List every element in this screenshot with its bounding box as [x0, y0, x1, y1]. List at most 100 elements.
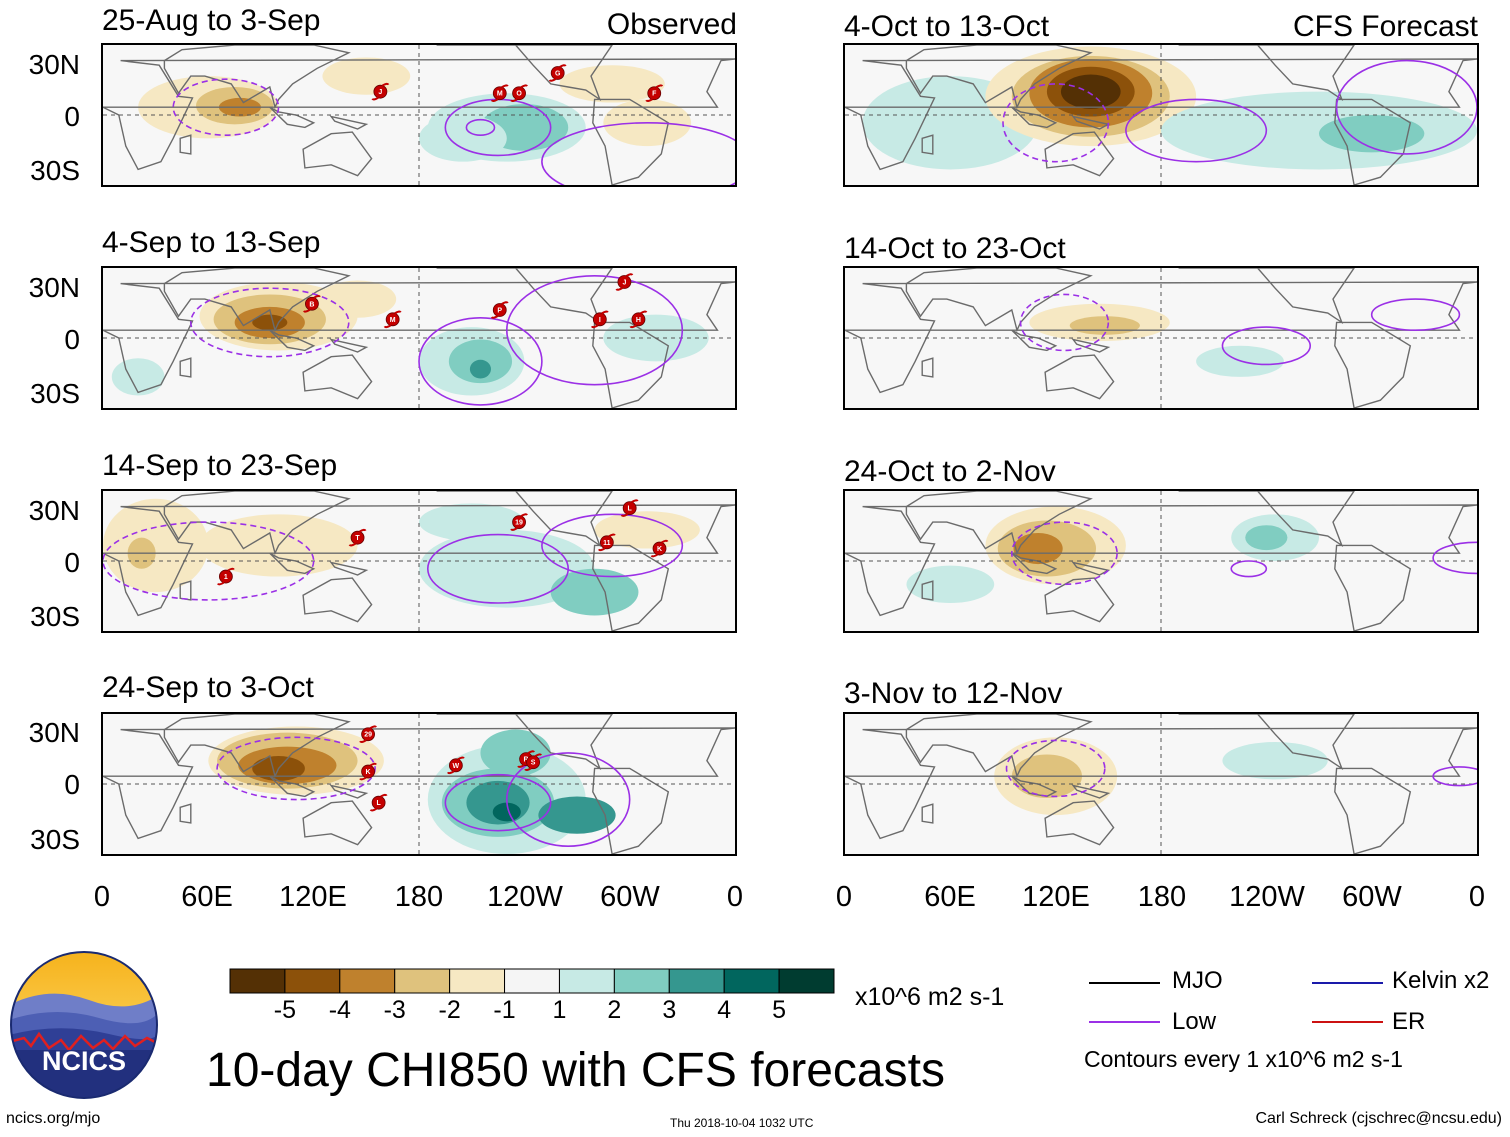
- coastline: [269, 329, 316, 352]
- colorbar-tick-label: -2: [438, 996, 461, 1024]
- low-contour: [1002, 83, 1110, 163]
- low-contour: [426, 533, 570, 604]
- chi-anomaly-shading: [469, 359, 491, 379]
- low-contour: [103, 521, 315, 601]
- colorbar-tick-label: 4: [717, 996, 732, 1024]
- low-contour: [189, 287, 350, 358]
- storm-label: 11: [603, 540, 611, 547]
- colorbar-swatch: [394, 968, 451, 994]
- footer-url[interactable]: ncics.org/mjo: [6, 1110, 101, 1127]
- storm-label: T: [355, 535, 360, 542]
- tropical-cyclone-icon: 1: [216, 567, 235, 586]
- coastline: [163, 268, 351, 333]
- low-contour: [505, 274, 684, 386]
- panel-title-7: 24-Oct to 2-Nov: [844, 455, 1056, 488]
- tropical-cyclone-icon: K: [359, 762, 377, 781]
- storm-label: 19: [515, 520, 523, 527]
- tropical-cyclone-icon: W: [446, 756, 465, 775]
- coastline: [436, 714, 613, 771]
- colorbar-swatch: [668, 968, 725, 994]
- tropical-cyclone-icon: M: [383, 310, 402, 329]
- colorbar-swatch: [778, 968, 835, 994]
- lon-label-0: 0: [835, 881, 853, 913]
- map-panel-observed-3: 1 T 19 11 K L: [101, 489, 737, 633]
- legend-note: Contours every 1 x10^6 m2 s-1: [1084, 1046, 1403, 1072]
- lat-label-30s: 30S: [30, 824, 80, 855]
- coastline: [1178, 491, 1355, 548]
- coastline: [103, 58, 735, 171]
- tropical-cyclone-icon: F: [645, 84, 664, 103]
- tropical-cyclone-icon: 11: [597, 533, 616, 552]
- footer-timestamp: Thu 2018-10-04 1032 UTC: [670, 1116, 814, 1130]
- colorbar: [229, 968, 835, 994]
- panel-title-5: 4-Oct to 13-Oct: [844, 10, 1050, 43]
- colorbar-tick-label: -5: [273, 996, 297, 1024]
- tropical-cyclone-icon: O: [510, 84, 528, 103]
- chi-anomaly-shading: [492, 802, 521, 822]
- coastline: [302, 131, 373, 177]
- ncics-logo: NCICS: [10, 951, 158, 1099]
- coastline: [302, 577, 373, 623]
- tropical-cyclone-icon: L: [369, 793, 388, 812]
- coastline: [1334, 321, 1412, 408]
- map-panel-forecast-2: [843, 266, 1479, 410]
- storm-label: 29: [364, 732, 372, 739]
- chi-anomaly-shading: [480, 729, 551, 777]
- coastline: [269, 775, 316, 798]
- lon-label-0-end: 0: [1468, 881, 1486, 913]
- storm-label: P: [497, 308, 502, 315]
- low-contour: [1221, 326, 1312, 366]
- tropical-cyclone-icon: K: [650, 539, 669, 558]
- coastline: [921, 134, 934, 155]
- colorbar-units: x10^6 m2 s-1: [855, 983, 1005, 1011]
- coastline: [1044, 131, 1115, 177]
- footer-credit: Carl Schreck (cjschrec@ncsu.edu): [1255, 1110, 1502, 1127]
- coastline: [1178, 714, 1355, 771]
- coastline: [1178, 268, 1355, 325]
- colorbar-swatch: [558, 968, 615, 994]
- coastline: [845, 281, 1477, 394]
- coastline: [1011, 552, 1058, 575]
- colorbar-tick-label: -1: [493, 996, 516, 1024]
- coastline: [1011, 329, 1058, 352]
- map-panel-observed-1: J M O G F: [101, 43, 737, 187]
- lat-label-30n: 30N: [28, 272, 80, 303]
- lat-label-eq: 0: [64, 101, 80, 132]
- lon-label-120e: 120E: [279, 881, 347, 913]
- chi-anomaly-shading: [252, 314, 288, 331]
- storm-label: H: [636, 317, 641, 324]
- low-contour: [1010, 521, 1118, 586]
- chi-anomaly-shading: [559, 65, 665, 103]
- tropical-cyclone-icon: L: [620, 499, 639, 517]
- colorbar-swatch: [449, 968, 506, 994]
- coastline: [905, 714, 1093, 779]
- coastline: [329, 115, 369, 130]
- tropical-cyclone-icon: 19: [510, 513, 528, 531]
- chi-anomaly-shading: [550, 568, 639, 616]
- lat-label-30n: 30N: [28, 49, 80, 80]
- storm-label: I: [599, 317, 601, 324]
- coastline: [845, 504, 1477, 617]
- coastline: [436, 491, 613, 548]
- coastline: [905, 268, 1093, 333]
- chi-anomaly-shading: [1060, 74, 1121, 109]
- storm-label: 1: [224, 574, 228, 581]
- coastline: [163, 714, 351, 779]
- coastline: [1334, 544, 1412, 631]
- colorbar-swatch: [723, 968, 780, 994]
- storm-label: S: [531, 760, 536, 767]
- colorbar-tick-label: 2: [607, 996, 622, 1024]
- coastline: [1044, 577, 1115, 623]
- storm-label: K: [366, 769, 371, 776]
- panel-title-3: 14-Sep to 23-Sep: [102, 449, 338, 482]
- coastline: [1178, 45, 1355, 102]
- panel-title-8: 3-Nov to 12-Nov: [844, 677, 1063, 710]
- coastline: [1071, 784, 1111, 799]
- coastline: [921, 803, 934, 824]
- lat-label-30n: 30N: [28, 717, 80, 748]
- legend-label-er: ER: [1392, 1008, 1426, 1035]
- storm-label: K: [657, 546, 662, 553]
- low-contour: [1370, 298, 1461, 332]
- storm-label: J: [378, 89, 382, 96]
- chi-anomaly-shading: [1013, 533, 1063, 565]
